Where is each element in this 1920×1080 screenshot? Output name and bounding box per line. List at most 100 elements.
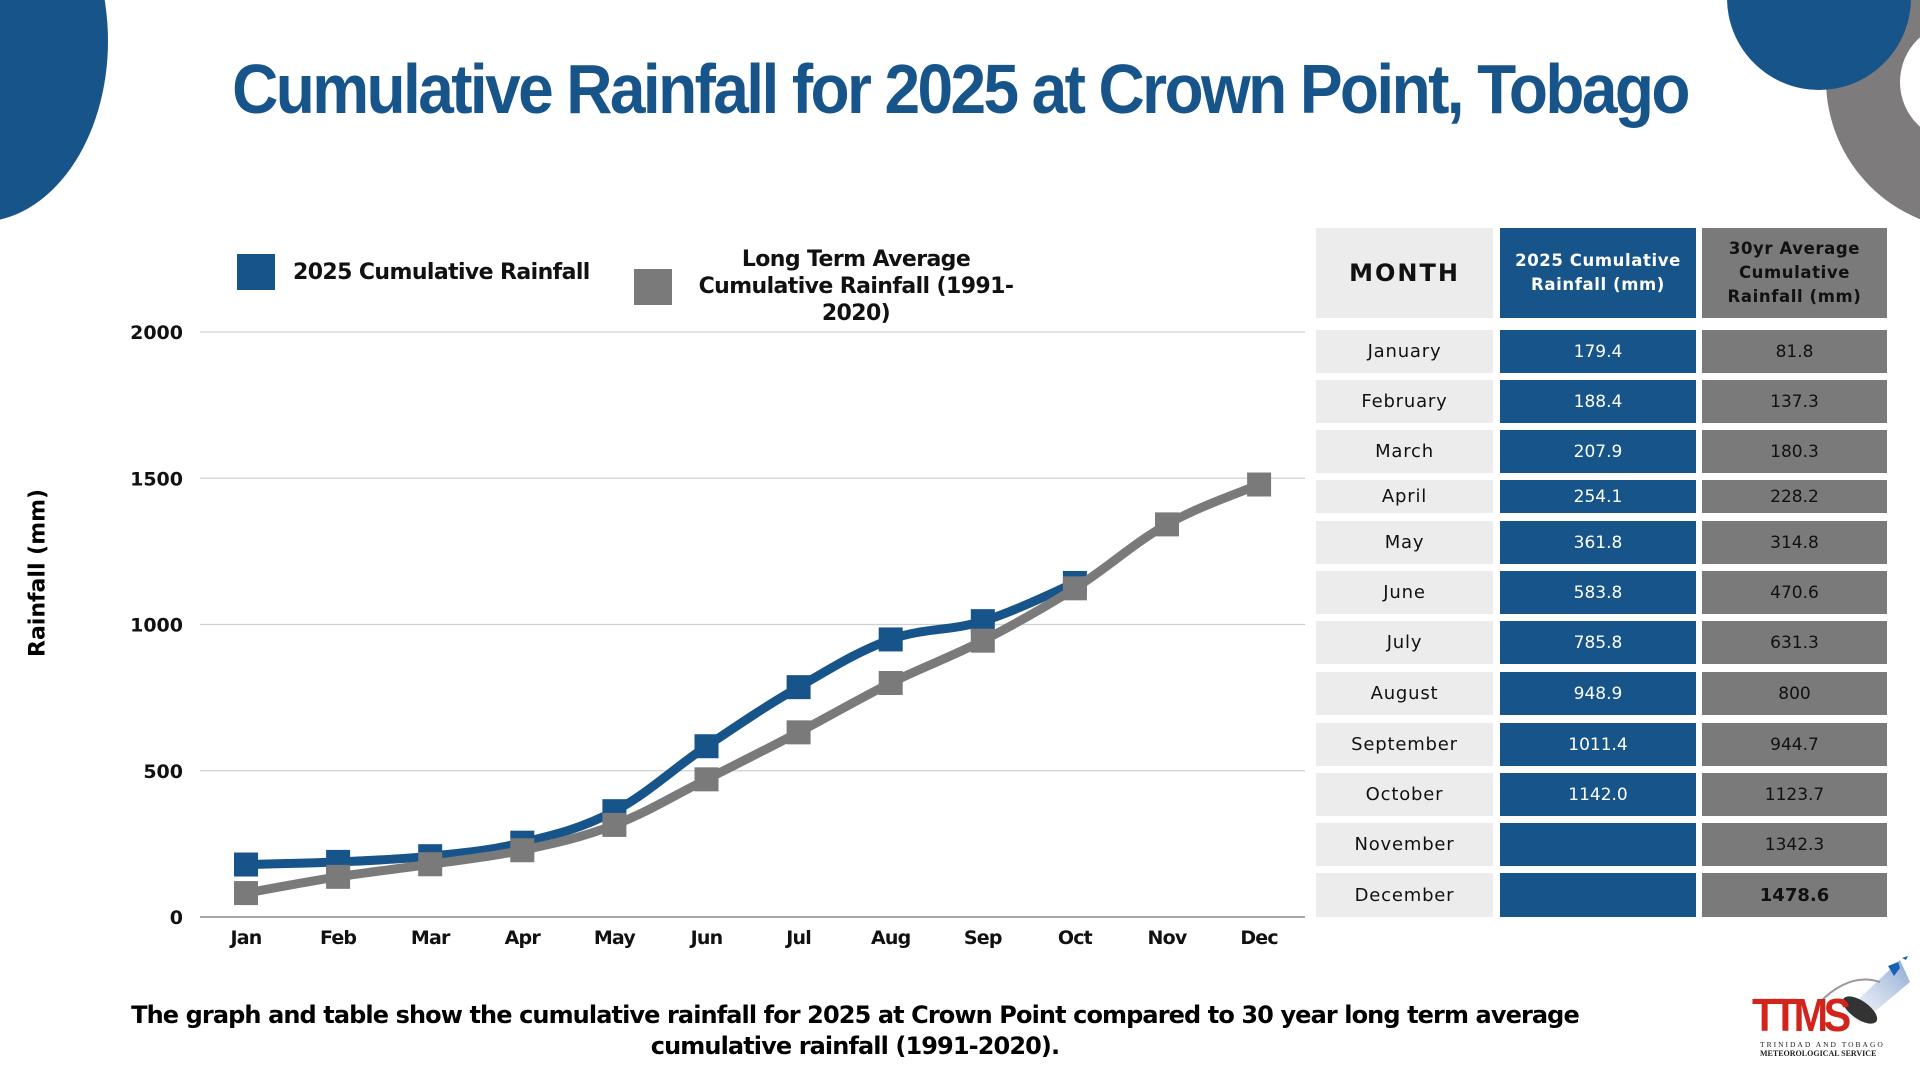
table-header-month: MONTH: [1316, 228, 1493, 318]
table-cell-30yr-average: 1478.6: [1702, 873, 1887, 917]
data-point-marker: [694, 767, 719, 792]
page-title: Cumulative Rainfall for 2025 at Crown Po…: [232, 50, 1690, 128]
legend-item-long-term-average: Long Term Average Cumulative Rainfall (1…: [634, 246, 1026, 327]
series-line: [245, 480, 1261, 898]
table-cell-30yr-average: 1342.3: [1702, 823, 1887, 866]
table-cell-month: March: [1316, 430, 1493, 473]
table-header-2025-line1: 2025 Cumulative: [1515, 251, 1681, 270]
table-cell-month: April: [1316, 480, 1493, 513]
table-header-2025: 2025 Cumulative Rainfall (mm): [1500, 228, 1696, 318]
table-cell-2025: 583.8: [1500, 571, 1696, 614]
data-point-marker: [602, 812, 627, 837]
x-tick-label: Jan: [228, 927, 261, 949]
table-cell-30yr-average: 470.6: [1702, 571, 1887, 614]
series-2025: [234, 570, 1087, 877]
table-cell-2025: 1142.0: [1500, 773, 1696, 816]
y-tick-label: 500: [143, 761, 183, 783]
data-point-marker: [418, 852, 443, 877]
x-axis-ticks: Jan Feb Mar Apr May Jun Jul Aug Sep Oct Nov Dec: [228, 927, 1278, 949]
logo-line1: TRINIDAD AND TOBAGO: [1760, 1040, 1885, 1049]
series: [234, 472, 1272, 906]
x-tick-label: Nov: [1148, 927, 1188, 949]
table-cell-2025: [1500, 873, 1696, 917]
table-cell-month: November: [1316, 823, 1493, 866]
x-tick-label: Feb: [320, 927, 356, 949]
table-cell-month: December: [1316, 873, 1493, 917]
series-long-term-average: [234, 472, 1272, 906]
data-point-marker: [326, 864, 351, 889]
data-point-marker: [878, 627, 903, 652]
x-tick-label: May: [594, 927, 637, 949]
series-line: [245, 578, 1077, 870]
data-point-marker: [970, 628, 995, 653]
table-cell-30yr-average: 1123.7: [1702, 773, 1887, 816]
table-cell-30yr-average: 228.2: [1702, 480, 1887, 513]
legend-label-2025: 2025 Cumulative Rainfall: [293, 259, 590, 285]
legend-swatch-blue: [237, 254, 275, 290]
x-tick-label: Mar: [411, 927, 451, 949]
legend-label-line2: Cumulative Rainfall (1991-2020): [698, 274, 1014, 326]
y-tick-label: 2000: [130, 322, 183, 344]
legend-swatch-gray: [634, 268, 672, 305]
caption: The graph and table show the cumulative …: [131, 1001, 1580, 1060]
table-cell-month: August: [1316, 672, 1493, 715]
satellite-dish-icon: [1819, 956, 1910, 1024]
ttms-logo: TTMS TRINIDAD AND TOBAGO METEOROLOGICAL …: [1750, 952, 1910, 1062]
legend-label-line1: Long Term Average: [741, 247, 971, 272]
table-cell-2025: 948.9: [1500, 672, 1696, 715]
y-tick-label: 1500: [130, 468, 183, 490]
y-tick-label: 0: [170, 907, 183, 929]
table-cell-month: January: [1316, 330, 1493, 373]
table-cell-2025: 254.1: [1500, 480, 1696, 513]
logo-ttms-text: TTMS: [1752, 989, 1851, 1041]
table-header-avg-line2: Cumulative: [1738, 263, 1851, 282]
table-cell-2025: 785.8: [1500, 621, 1696, 664]
table-cell-month: October: [1316, 773, 1493, 816]
table-cell-30yr-average: 137.3: [1702, 380, 1887, 423]
table-cell-30yr-average: 314.8: [1702, 521, 1887, 564]
x-tick-label: Aug: [871, 927, 910, 949]
table-header-avg-line3: Rainfall (mm): [1727, 287, 1862, 306]
table-cell-2025: 1011.4: [1500, 723, 1696, 766]
x-tick-label: Apr: [505, 927, 542, 949]
data-point-marker: [234, 852, 258, 877]
table-cell-30yr-average: 800: [1702, 672, 1887, 715]
x-tick-label: Jul: [784, 927, 811, 949]
table-cell-2025: 207.9: [1500, 430, 1696, 473]
table-cell-month: May: [1316, 521, 1493, 564]
table-cell-2025: 188.4: [1500, 380, 1696, 423]
data-point-marker: [1155, 512, 1179, 537]
data-point-marker: [510, 838, 535, 863]
y-axis-ticks: 0 500 1000 1500 2000: [130, 322, 183, 929]
table-header-avg-line1: 30yr Average: [1728, 239, 1861, 258]
table-cell-2025: 179.4: [1500, 330, 1696, 373]
table-cell-month: July: [1316, 621, 1493, 664]
legend-label-long-term-average: Long Term Average Cumulative Rainfall (1…: [686, 246, 1026, 327]
x-tick-label: Dec: [1240, 927, 1278, 949]
data-point-marker: [786, 675, 811, 700]
table-cell-30yr-average: 944.7: [1702, 723, 1887, 766]
x-tick-label: Oct: [1058, 927, 1093, 949]
table-cell-2025: [1500, 823, 1696, 866]
data-point-marker: [878, 671, 903, 695]
table-cell-30yr-average: 81.8: [1702, 330, 1887, 373]
table-cell-2025: 361.8: [1500, 521, 1696, 564]
x-tick-label: Sep: [964, 927, 1002, 949]
data-point-marker: [234, 881, 258, 906]
table-cell-30yr-average: 180.3: [1702, 430, 1887, 473]
table-cell-30yr-average: 631.3: [1702, 621, 1887, 664]
table-cell-month: September: [1316, 723, 1493, 766]
logo-line2: METEOROLOGICAL SERVICE: [1760, 1049, 1877, 1058]
legend-item-2025: 2025 Cumulative Rainfall: [237, 254, 590, 290]
table-header-2025-line2: Rainfall (mm): [1531, 275, 1665, 294]
table-cell-month: February: [1316, 380, 1493, 423]
gridlines: [200, 331, 1305, 918]
x-tick-label: Jun: [689, 927, 723, 949]
data-point-marker: [694, 734, 719, 759]
y-tick-label: 1000: [130, 615, 183, 637]
table-header-30yr-average: 30yr Average Cumulative Rainfall (mm): [1702, 228, 1887, 318]
data-point-marker: [1062, 576, 1087, 601]
table-cell-month: June: [1316, 571, 1493, 614]
data-point-marker: [786, 720, 811, 745]
